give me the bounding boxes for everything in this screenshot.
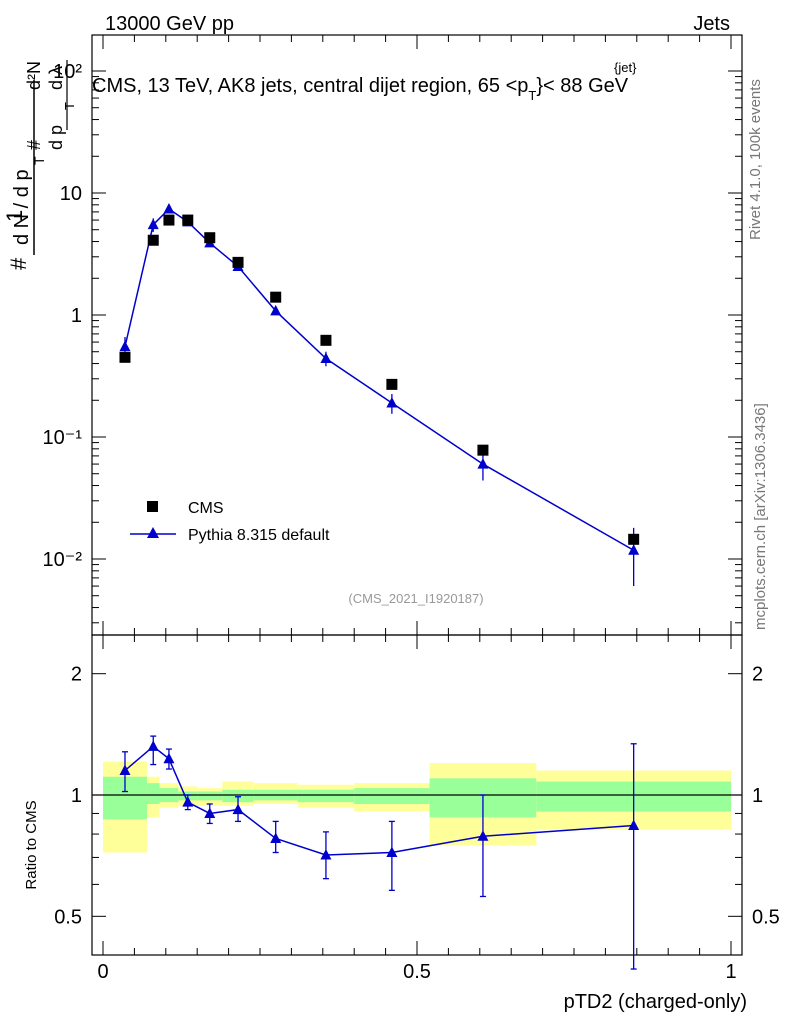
ratio-pythia-point (119, 764, 131, 776)
ratio-pythia-point (163, 752, 175, 764)
ratio-band-green (297, 789, 355, 803)
pythia-point (147, 218, 159, 230)
legend-pythia-marker (147, 527, 159, 538)
svg-text:d p: d p (46, 125, 66, 150)
ratio-y-tick-label: 1 (71, 785, 82, 807)
mcplots-label: mcplots.cern.ch [arXiv:1306.3436] (752, 403, 769, 630)
pythia-point (320, 352, 332, 363)
svg-text:d λ: d λ (46, 66, 66, 90)
ratio-y-tick-label-right: 0.5 (752, 906, 780, 928)
main-axis-tick-labels: 10⁻² 10⁻¹ 1 10 10² (43, 61, 83, 571)
svg-text:d N / d p: d N / d p (11, 169, 33, 245)
x-axis-title: pTD2 (charged-only) (564, 991, 747, 1013)
ratio-pythia-point (147, 740, 159, 751)
rivet-label: Rivet 4.1.0, 100k events (747, 79, 764, 240)
ratio-band-green (146, 783, 160, 804)
x-tick-label: 1 (725, 961, 736, 983)
main-data-marks (119, 202, 640, 587)
pythia-point (386, 396, 398, 408)
analysis-id: (CMS_2021_I1920187) (348, 591, 483, 606)
main-y-axis-title: # d N / d p T 1 # d p T d λ d²N (2, 60, 77, 270)
plot-title: CMS, 13 TeV, AK8 jets, central dijet reg… (92, 75, 629, 103)
header-left: 13000 GeV pp (105, 13, 234, 35)
plot-title-superscript: {jet} (614, 60, 637, 75)
svg-text:#: # (24, 140, 44, 150)
svg-text:#: # (6, 257, 31, 270)
ratio-pythia-point (182, 796, 194, 807)
ratio-uncertainty-bands (103, 761, 731, 853)
main-y-tick-label: 1 (71, 305, 82, 327)
legend-pythia-label: Pythia 8.315 default (188, 527, 330, 544)
pythia-point (477, 458, 489, 469)
main-y-tick-label: 10⁻² (43, 549, 83, 571)
cms-point (232, 256, 244, 268)
ratio-band-green (222, 789, 254, 803)
pythia-point (163, 202, 175, 214)
ratio-pythia-point (628, 819, 640, 831)
x-tick-label: 0.5 (403, 961, 431, 983)
ratio-y-tick-label-right: 2 (752, 664, 763, 686)
ratio-band-green (197, 791, 223, 801)
ratio-pythia-point (232, 803, 244, 815)
ratio-y-tick-label: 2 (71, 664, 82, 686)
ratio-axis-tick-labels: 0.5 0.5 1 1 2 2 0 0.5 1 (54, 664, 780, 983)
ratio-pythia-point (386, 846, 398, 857)
header-right: Jets (693, 13, 730, 35)
main-axis-ticks (92, 35, 742, 635)
ratio-y-tick-label-right: 1 (752, 785, 763, 807)
svg-text:d²N: d²N (24, 61, 44, 90)
cms-point (182, 214, 194, 226)
legend-cms-label: CMS (188, 500, 224, 517)
cms-point (628, 533, 640, 545)
legend-cms-marker (147, 501, 158, 512)
svg-text:T: T (62, 102, 77, 110)
main-y-tick-label: 10⁻¹ (43, 427, 83, 449)
pythia-point (270, 304, 282, 316)
ratio-pythia-point (320, 848, 332, 860)
svg-text:T: T (31, 156, 47, 165)
pythia-point (119, 340, 131, 352)
ratio-y-axis-title: Ratio to CMS (23, 800, 40, 889)
pythia-point (628, 544, 640, 555)
main-y-tick-label: 10 (60, 183, 82, 205)
cms-point (204, 232, 216, 244)
cms-point (163, 214, 175, 226)
legend: CMS Pythia 8.315 default (130, 500, 330, 544)
ratio-axis-ticks (92, 635, 742, 955)
cms-point (386, 378, 398, 390)
ratio-pythia-point (270, 832, 282, 843)
cms-point (147, 234, 159, 246)
ratio-data-marks (119, 735, 640, 970)
ratio-band-green (354, 788, 430, 804)
main-plot-frame (91, 34, 743, 636)
svg-text:1: 1 (2, 210, 27, 222)
main-y-tick-label: 10² (53, 61, 82, 83)
x-tick-label: 0 (97, 961, 108, 983)
ratio-pythia-point (477, 830, 489, 841)
cms-point (270, 291, 282, 303)
cms-point (119, 351, 131, 363)
ratio-pythia-point (204, 807, 216, 818)
cms-point (320, 334, 332, 346)
cms-point (477, 444, 489, 456)
ratio-y-tick-label: 0.5 (54, 906, 82, 928)
